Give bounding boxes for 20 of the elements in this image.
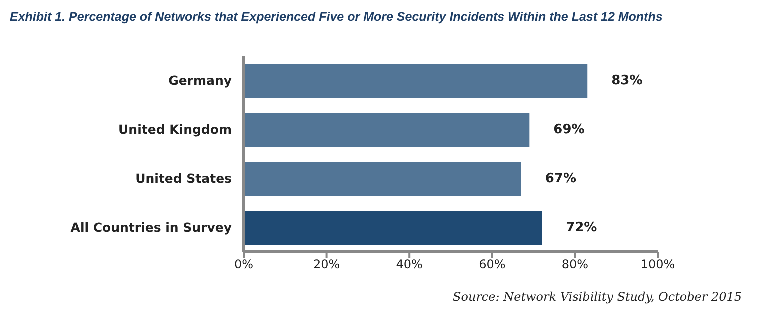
bar bbox=[244, 211, 542, 245]
data-label: 67% bbox=[545, 172, 577, 186]
x-tick-label: 20% bbox=[313, 258, 340, 272]
data-label: 69% bbox=[554, 122, 585, 138]
x-tick-label: 0% bbox=[234, 258, 254, 272]
data-label: 83% bbox=[612, 74, 643, 88]
bar bbox=[244, 162, 522, 196]
bar bbox=[244, 64, 588, 98]
x-tick-label: 100% bbox=[640, 258, 676, 272]
data-label: 72% bbox=[566, 220, 598, 236]
y-tick-label: All Countries in Survey bbox=[70, 220, 232, 235]
y-tick-label: United Kingdom bbox=[118, 122, 232, 137]
y-tick-label: Germany bbox=[168, 72, 232, 88]
y-tick-label: United States bbox=[136, 170, 232, 186]
chart-title: Exhibit 1. Percentage of Networks that Experienced Five or More Security Incidents Within the Last 12 Months bbox=[10, 10, 663, 24]
x-tick-label: 60% bbox=[479, 258, 506, 272]
bar bbox=[244, 113, 530, 147]
source-note: Source: Network Visibility Study, October 2015 bbox=[453, 290, 742, 304]
x-tick-label: 40% bbox=[396, 258, 423, 272]
x-tick-label: 80% bbox=[562, 258, 589, 272]
